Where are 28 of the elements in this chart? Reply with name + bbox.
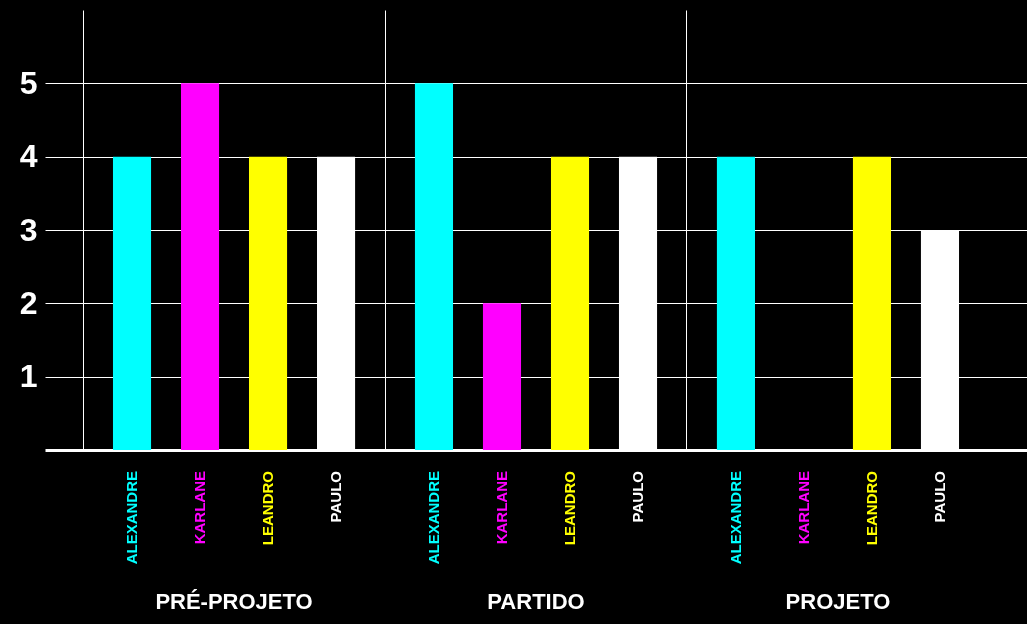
text: PAULO <box>930 471 948 523</box>
x-tick-label: PARTIDO <box>487 589 585 614</box>
x-tick-label: PRÉ-PROJETO <box>155 589 313 614</box>
text: LEANDRO <box>561 471 579 546</box>
text: LEANDRO <box>259 470 277 546</box>
bar <box>112 156 152 450</box>
x-tick-label: PROJETO <box>785 589 891 614</box>
bar <box>550 156 590 450</box>
text: LEANDRO <box>862 471 880 546</box>
text: ALEXANDRE <box>726 471 744 565</box>
text: ALEXANDRE <box>123 471 141 565</box>
bar <box>716 156 755 450</box>
text: KARLANE <box>191 471 209 545</box>
y-tick-label: 5 <box>19 64 38 101</box>
y-tick-label: 2 <box>19 284 38 321</box>
text: ALEXANDRE <box>424 471 442 565</box>
text: KARLANE <box>492 471 510 545</box>
text: KARLANE <box>794 471 812 545</box>
bar <box>852 156 892 450</box>
y-tick-label: 3 <box>19 211 38 248</box>
bar <box>180 83 220 450</box>
bar <box>482 303 522 450</box>
bar <box>414 83 454 450</box>
y-tick-label: 1 <box>19 358 38 395</box>
y-tick-label: 4 <box>19 138 38 175</box>
text: PAULO <box>629 471 647 523</box>
text: PAULO <box>327 470 345 523</box>
bar <box>248 156 288 450</box>
